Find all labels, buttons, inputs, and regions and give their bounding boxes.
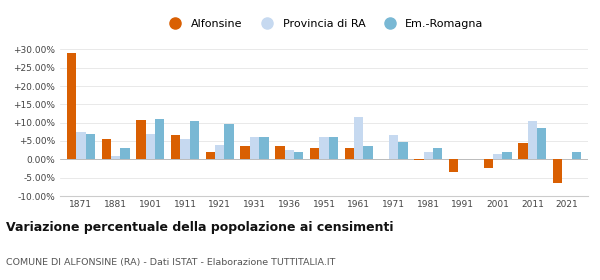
Bar bbox=[171, 136, 181, 159]
Bar bbox=[389, 136, 398, 159]
Bar bbox=[146, 134, 155, 159]
Bar bbox=[76, 132, 86, 159]
Bar bbox=[111, 156, 120, 159]
Bar bbox=[433, 148, 442, 159]
Bar bbox=[449, 159, 458, 172]
Bar bbox=[155, 119, 164, 159]
Bar bbox=[86, 134, 95, 159]
Bar bbox=[136, 120, 146, 159]
Bar bbox=[484, 159, 493, 169]
Bar bbox=[120, 148, 130, 159]
Bar bbox=[553, 159, 562, 183]
Bar bbox=[224, 125, 234, 159]
Bar bbox=[364, 146, 373, 159]
Bar bbox=[414, 159, 424, 160]
Bar bbox=[344, 148, 354, 159]
Bar bbox=[190, 121, 199, 159]
Legend: Alfonsine, Provincia di RA, Em.-Romagna: Alfonsine, Provincia di RA, Em.-Romagna bbox=[160, 15, 488, 33]
Bar bbox=[67, 53, 76, 159]
Bar bbox=[181, 139, 190, 159]
Bar bbox=[250, 137, 259, 159]
Bar bbox=[275, 146, 284, 159]
Bar bbox=[354, 117, 364, 159]
Bar bbox=[241, 146, 250, 159]
Bar bbox=[294, 152, 304, 159]
Bar bbox=[572, 152, 581, 159]
Bar bbox=[379, 158, 389, 159]
Bar bbox=[398, 142, 407, 159]
Bar bbox=[206, 152, 215, 159]
Text: Variazione percentuale della popolazione ai censimenti: Variazione percentuale della popolazione… bbox=[6, 221, 394, 234]
Bar bbox=[537, 128, 547, 159]
Bar bbox=[215, 145, 224, 159]
Bar bbox=[518, 143, 528, 159]
Bar bbox=[502, 152, 512, 159]
Bar bbox=[329, 137, 338, 159]
Text: COMUNE DI ALFONSINE (RA) - Dati ISTAT - Elaborazione TUTTITALIA.IT: COMUNE DI ALFONSINE (RA) - Dati ISTAT - … bbox=[6, 258, 335, 267]
Bar bbox=[493, 154, 502, 159]
Bar bbox=[284, 150, 294, 159]
Bar bbox=[259, 137, 269, 159]
Bar bbox=[319, 137, 329, 159]
Bar bbox=[528, 121, 537, 159]
Bar bbox=[424, 152, 433, 159]
Bar bbox=[310, 148, 319, 159]
Bar bbox=[101, 139, 111, 159]
